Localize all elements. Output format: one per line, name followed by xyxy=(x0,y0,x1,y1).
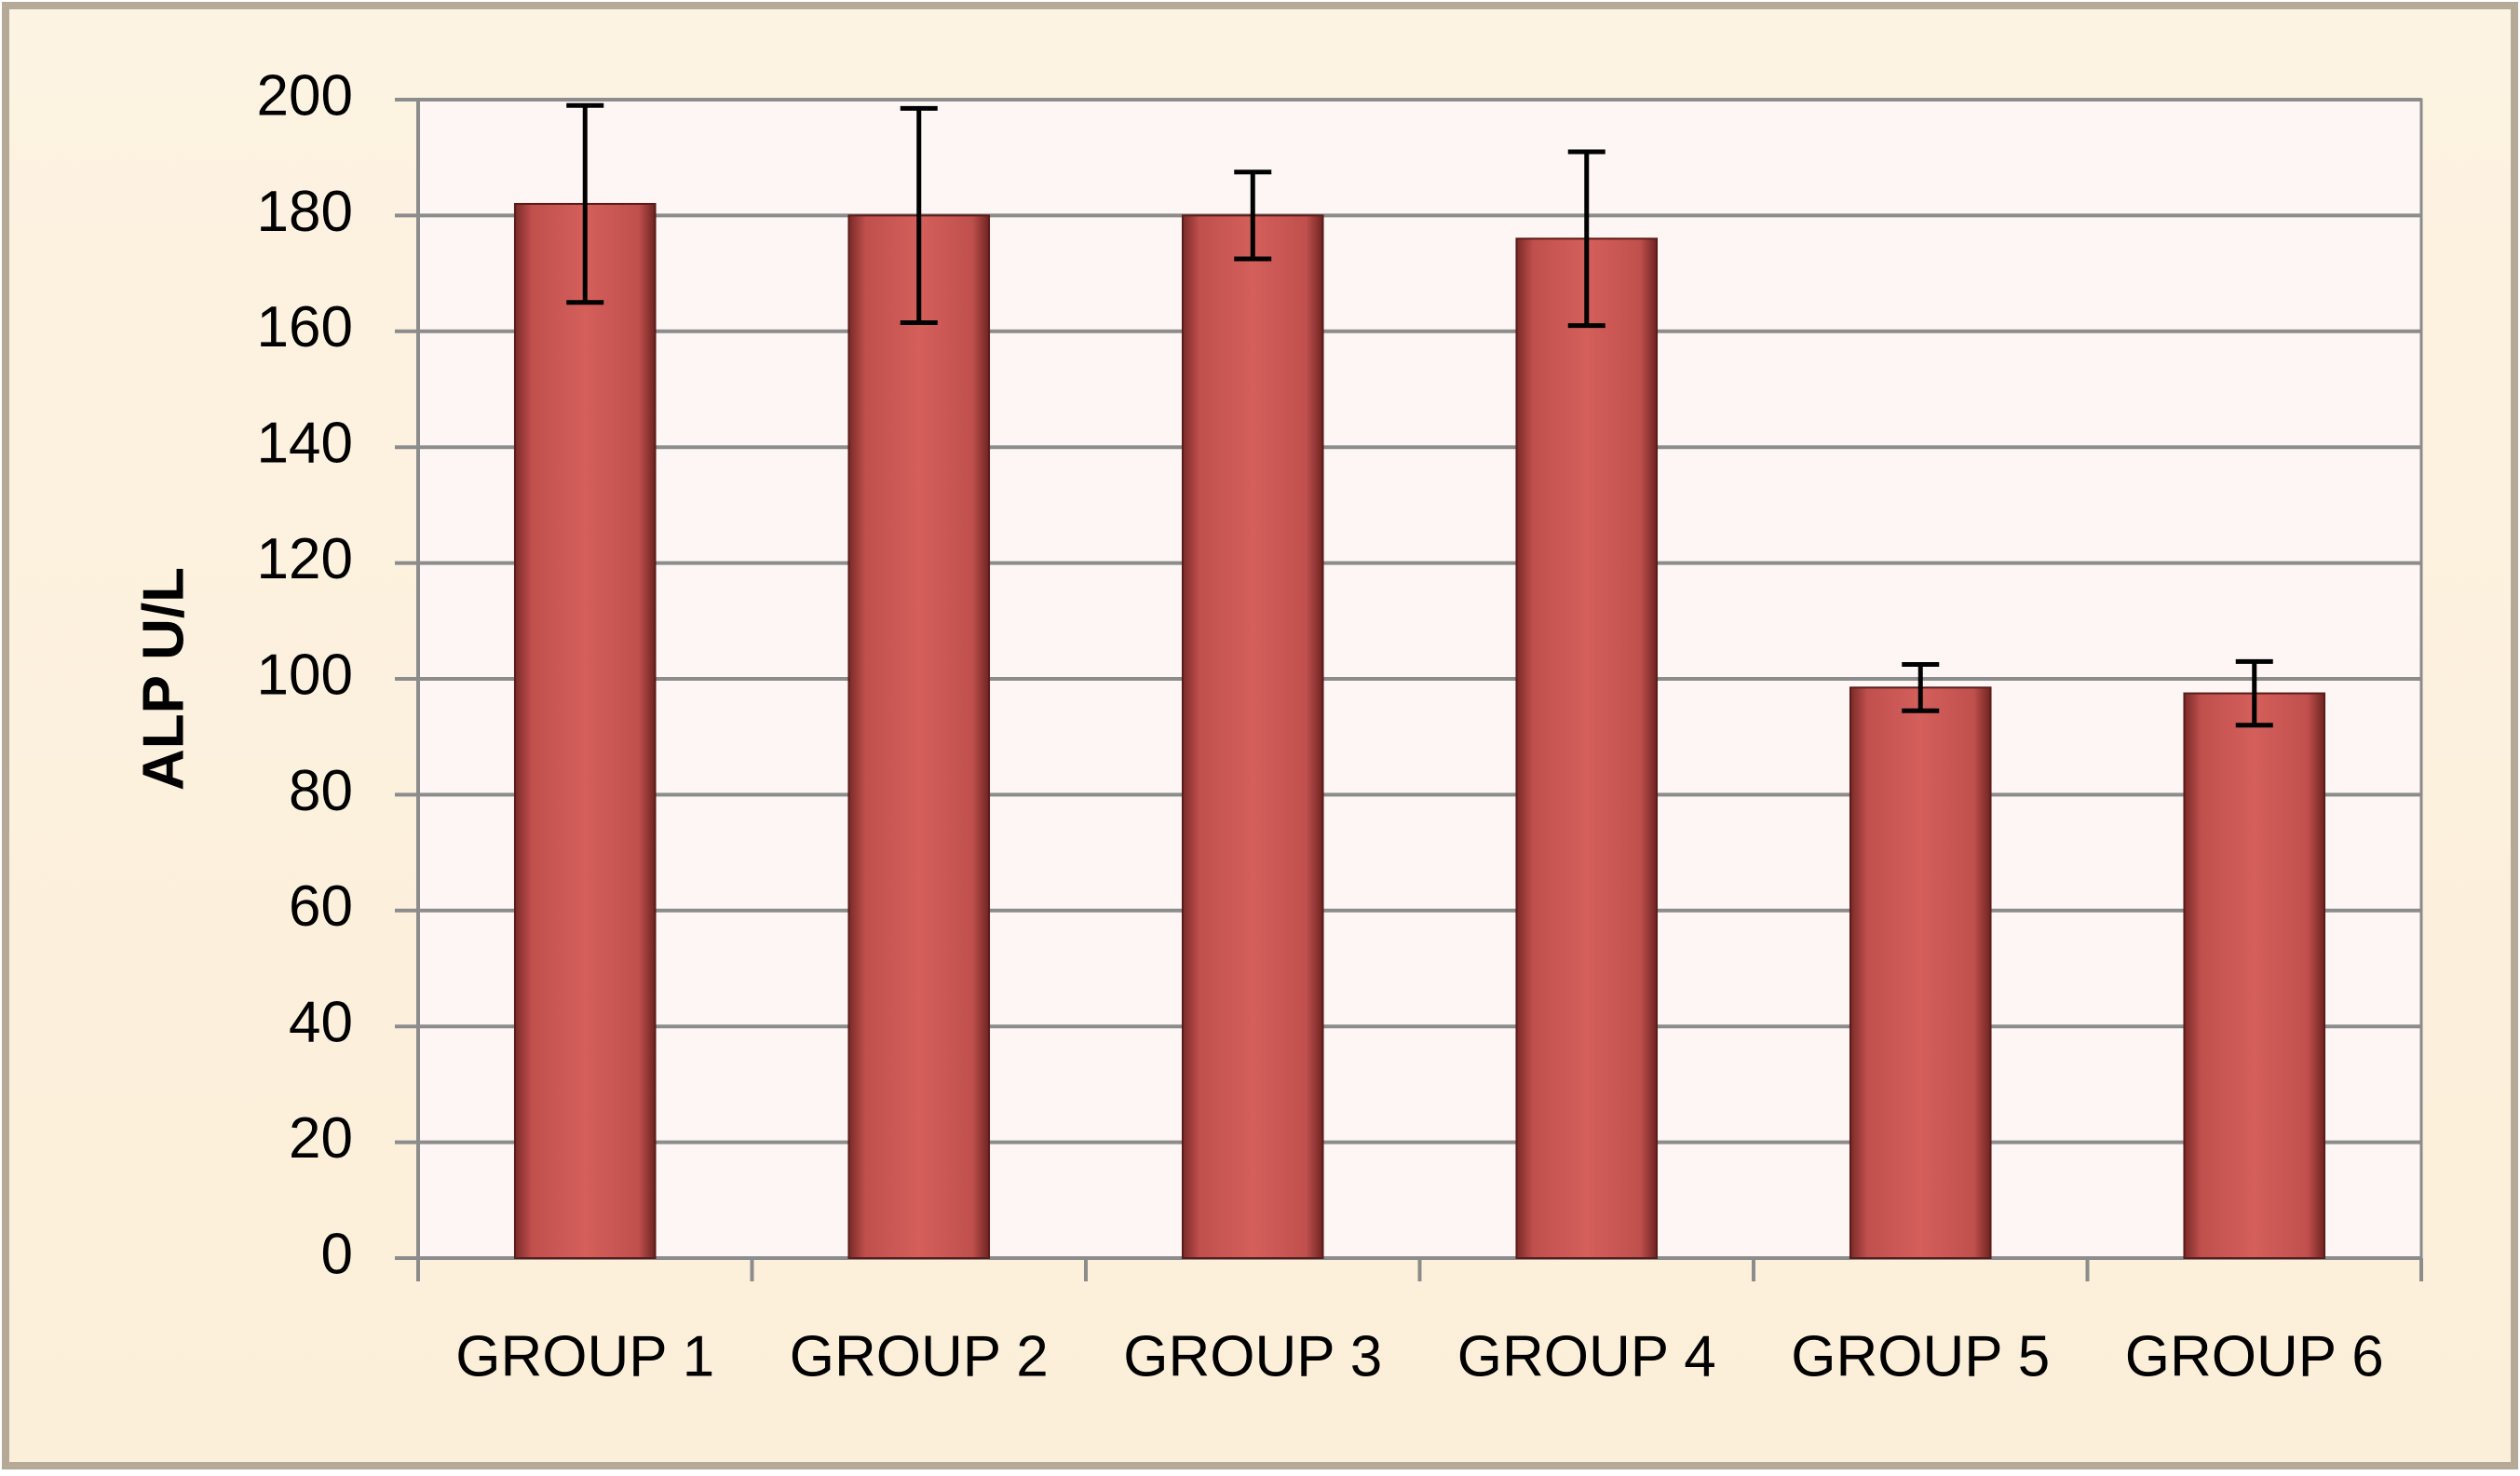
y-axis-label: ALP U/L xyxy=(131,567,196,791)
error-bar xyxy=(1234,169,1272,262)
y-tick-label: 100 xyxy=(257,643,353,707)
bar xyxy=(2183,692,2326,1259)
y-tick-label: 0 xyxy=(321,1222,353,1286)
bar xyxy=(1849,686,1992,1259)
x-tick-label: GROUP 5 xyxy=(1791,1324,2050,1388)
y-tick-label: 80 xyxy=(289,759,353,823)
x-tick-label: GROUP 3 xyxy=(1123,1324,1382,1388)
bar xyxy=(847,214,991,1259)
y-tick-label: 20 xyxy=(289,1106,353,1171)
x-tick-label: GROUP 4 xyxy=(1457,1324,1716,1388)
y-tick-label: 40 xyxy=(289,991,353,1055)
x-tick-label: GROUP 6 xyxy=(2125,1324,2384,1388)
y-tick-label: 140 xyxy=(257,412,353,476)
y-tick-label: 160 xyxy=(257,295,353,359)
bar xyxy=(1515,237,1659,1259)
error-bar xyxy=(1567,149,1605,329)
error-bar xyxy=(1902,661,1940,713)
x-tick-label: GROUP 1 xyxy=(455,1324,714,1388)
error-bar xyxy=(566,102,604,305)
error-bar xyxy=(900,105,938,325)
y-tick-label: 60 xyxy=(289,874,353,939)
bar xyxy=(1181,214,1324,1259)
y-tick-label: 200 xyxy=(257,63,353,128)
x-tick-label: GROUP 2 xyxy=(790,1324,1049,1388)
y-tick-label: 120 xyxy=(257,527,353,591)
error-bar xyxy=(2235,658,2273,728)
y-tick-label: 180 xyxy=(257,180,353,244)
bar xyxy=(513,202,657,1260)
